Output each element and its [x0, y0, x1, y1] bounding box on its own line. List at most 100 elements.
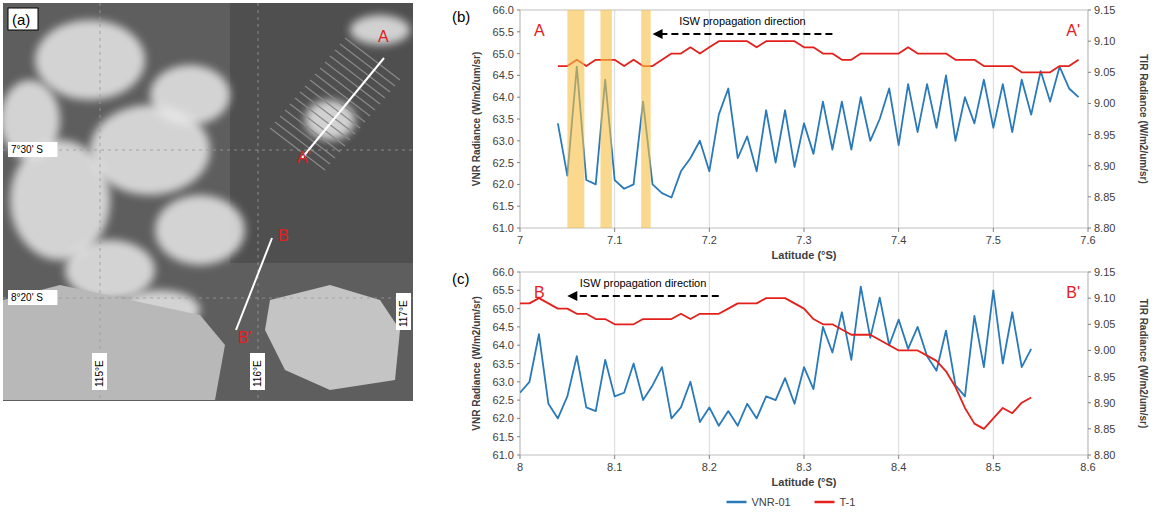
sea-dark	[230, 3, 413, 263]
chart-panel: 88.18.28.38.48.58.6Latitude (°S)61.061.5…	[452, 266, 1149, 488]
grid-line	[709, 272, 710, 455]
y2-tick-label: 9.10	[1094, 35, 1115, 47]
grid-line	[614, 272, 615, 455]
y-tick-label: 66.0	[493, 266, 514, 278]
y-tick-label: 64.0	[493, 339, 514, 351]
y2-axis-title: TIR Radiance (W/m2/um/sr)	[1138, 299, 1149, 428]
lon-label-group: 117°E	[396, 293, 411, 330]
plot-data	[520, 287, 1031, 429]
y-tick-label: 63.0	[493, 376, 514, 388]
grid-line	[993, 10, 994, 228]
x-tick	[520, 455, 521, 459]
y2-tick	[1088, 10, 1091, 11]
y2-tick-label: 8.95	[1094, 129, 1115, 141]
legend: VNR-01T-1	[727, 496, 856, 508]
lon-label: 116°E	[252, 360, 263, 387]
transect-label: A	[378, 28, 389, 45]
series-line	[558, 67, 1079, 198]
y-tick	[517, 400, 520, 401]
x-tick	[1088, 455, 1089, 459]
cloud	[155, 195, 245, 265]
y2-tick-label: 9.05	[1094, 66, 1115, 78]
y-tick-label: 64.0	[493, 91, 514, 103]
island-west	[3, 285, 225, 400]
y2-tick	[1088, 402, 1091, 403]
cloud	[350, 15, 410, 45]
series-line	[520, 287, 1031, 426]
y2-tick	[1088, 196, 1091, 197]
y-tick	[517, 228, 520, 229]
highlight-band	[567, 10, 584, 228]
x-tick-label: 7.5	[986, 234, 1001, 246]
y2-tick	[1088, 376, 1091, 377]
graticule	[258, 3, 259, 401]
x-tick-label: 8.1	[607, 461, 622, 473]
y2-tick-label: 8.85	[1094, 423, 1115, 435]
lon-label: 117°E	[398, 300, 409, 327]
x-tick	[993, 228, 994, 232]
lon-label: 115°E	[94, 360, 105, 387]
plot-data	[558, 10, 1079, 228]
plot-frame	[520, 272, 1088, 455]
y-tick	[517, 31, 520, 32]
x-tick	[804, 455, 805, 459]
grid-line	[898, 10, 899, 228]
x-tick	[1088, 228, 1089, 232]
x-tick	[804, 228, 805, 232]
grid-line	[898, 272, 899, 455]
y-tick	[517, 184, 520, 185]
x-axis-title: Latitude (°S)	[772, 476, 837, 488]
y-tick	[517, 381, 520, 382]
y2-tick	[1088, 272, 1091, 273]
y-tick-label: 62.0	[493, 178, 514, 190]
annotation: ISW propagation direction	[580, 277, 707, 289]
y-tick	[517, 455, 520, 456]
transect-label: B	[278, 227, 289, 244]
y-tick	[517, 10, 520, 11]
y2-tick	[1088, 324, 1091, 325]
image-panel: AA'BB'7°30' S8°20' S115°E116°E117°E(a)	[0, 3, 420, 401]
y2-axis-title: TIR Radiance (W/m2/um/sr)	[1138, 54, 1149, 183]
y-axis-title: VNR Radiance (W/m2/um/sr)	[471, 296, 482, 430]
x-tick-label: 7.4	[891, 234, 906, 246]
x-tick	[709, 228, 710, 232]
legend-swatch	[727, 501, 747, 504]
panel-label: (a)	[12, 11, 30, 28]
y-tick-label: 63.0	[493, 135, 514, 147]
wave-crest	[340, 44, 395, 86]
lon-label-group: 116°E	[250, 353, 265, 390]
y2-tick-label: 8.80	[1094, 449, 1115, 461]
x-tick-label: 8.2	[702, 461, 717, 473]
y-tick	[517, 97, 520, 98]
y2-tick	[1088, 298, 1091, 299]
x-tick-label: 7.6	[1080, 234, 1095, 246]
y-tick-label: 63.5	[493, 113, 514, 125]
y-tick-label: 65.5	[493, 26, 514, 38]
y2-tick	[1088, 72, 1091, 73]
y-tick-label: 61.0	[493, 449, 514, 461]
y-tick	[517, 119, 520, 120]
lon-label-group: 115°E	[92, 353, 107, 390]
y-tick	[517, 272, 520, 273]
end-label: B'	[1066, 284, 1080, 301]
y-tick-label: 61.5	[493, 431, 514, 443]
y-tick-label: 65.5	[493, 284, 514, 296]
arrow-head	[567, 291, 577, 301]
highlight-band	[641, 10, 650, 228]
y2-tick-label: 9.10	[1094, 292, 1115, 304]
transect-label: A'	[297, 149, 311, 166]
y-tick	[517, 345, 520, 346]
x-tick	[614, 228, 615, 232]
y-tick-label: 62.0	[493, 412, 514, 424]
y-tick-label: 62.5	[493, 157, 514, 169]
x-tick-label: 8.3	[796, 461, 811, 473]
lon-label-box	[396, 293, 411, 330]
lat-label: 8°20' S	[11, 292, 43, 303]
arrow-head	[653, 29, 663, 39]
x-tick	[898, 228, 899, 232]
start-label: A	[534, 22, 545, 39]
y2-tick	[1088, 165, 1091, 166]
panel-label: (b)	[452, 8, 470, 25]
y-tick	[517, 162, 520, 163]
y-tick	[517, 206, 520, 207]
